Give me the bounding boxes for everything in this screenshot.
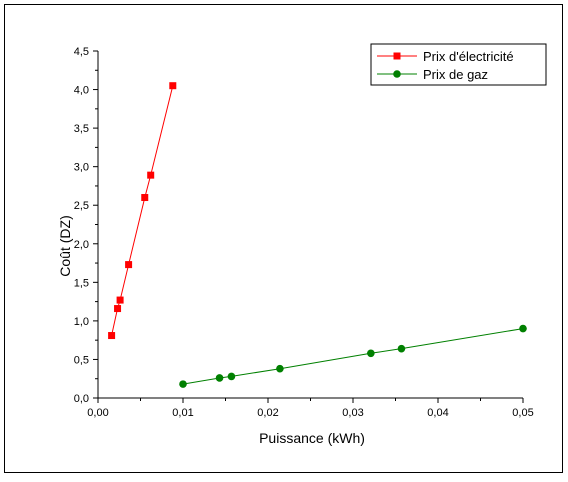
y-tick-label: 2,5 [74,200,89,212]
x-tick-label: 0,03 [342,407,363,419]
legend-box [370,43,547,86]
data-point-square [108,332,116,340]
series-layer [108,82,527,388]
data-point-square [125,261,133,269]
data-point-square [141,194,149,202]
y-tick-label: 2,0 [74,239,89,251]
y-tick-label: 0,5 [74,354,89,366]
data-point-circle [179,380,187,388]
data-point-square [116,296,124,304]
y-axis-label: Coût (DZ) [57,215,73,276]
data-point-circle [215,374,224,382]
x-tick-label: 0,02 [257,407,278,419]
x-tick-label: 0,05 [512,407,533,419]
y-tick-label: 1,0 [74,316,89,328]
legend: Prix d'électricité Prix de gaz [370,43,547,86]
data-point-square [169,82,177,90]
legend-marker-square [393,52,401,60]
y-tick-label: 1,5 [74,277,89,289]
data-point-circle [519,324,527,333]
data-point-square [147,171,155,179]
data-point-circle [397,344,406,353]
x-axis-label: Puissance (kWh) [259,430,365,446]
y-tick-label: 0,0 [74,393,89,405]
legend-marker-circle [393,70,401,78]
data-point-circle [276,364,284,373]
axes: 0,00 0,01 0,02 0,03 0,04 0,05 0,0 0,5 1,0 1,5 2,0 2… [74,46,534,419]
legend-label: Prix de gaz [423,67,488,82]
legend-label: Prix d'électricité [423,49,514,64]
y-tick-label: 3,0 [74,162,89,174]
x-tick-label: 0,00 [87,407,108,419]
x-tick-label: 0,01 [172,407,193,419]
data-point-circle [227,372,236,381]
y-tick-label: 4,0 [74,85,89,97]
data-point-square [114,305,122,313]
y-tick-label: 4,5 [74,46,89,58]
y-tick-label: 3,5 [74,123,89,135]
data-point-circle [367,349,375,358]
x-tick-label: 0,04 [427,407,448,419]
